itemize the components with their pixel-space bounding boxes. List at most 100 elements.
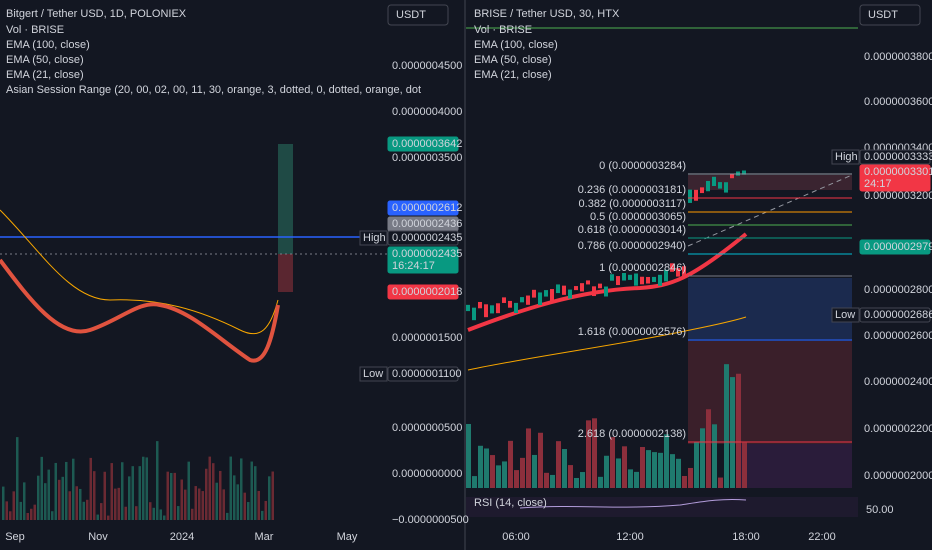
volume-bar <box>226 512 229 520</box>
price-tag <box>859 307 931 323</box>
volume-bar <box>65 461 68 520</box>
currency-button[interactable] <box>859 4 921 26</box>
price-tag-countdown: 16:24:17 <box>392 260 435 272</box>
volume-bar <box>138 466 141 520</box>
volume-bar <box>544 472 549 488</box>
volume-bar <box>58 479 61 520</box>
volume-bar <box>514 470 519 488</box>
price-label: 0.0000003200 <box>864 190 932 202</box>
volume-bar <box>187 461 190 520</box>
candle <box>526 295 530 305</box>
volume-bar <box>562 449 567 488</box>
volume-bar <box>271 471 274 520</box>
price-tag-value: 0.0000003333 <box>864 151 932 163</box>
price-tag <box>859 164 931 192</box>
volume-bar <box>490 455 495 488</box>
currency-button[interactable] <box>387 4 449 26</box>
volume-bar <box>117 487 120 520</box>
volume-bar <box>79 488 82 520</box>
rsi-line <box>519 498 747 509</box>
volume-bar <box>215 482 218 520</box>
candle <box>724 182 728 193</box>
volume-bar <box>177 506 180 520</box>
price-tag-value: 0.0000002612 <box>392 202 462 214</box>
fib-label: 0.5 (0.0000003065) <box>590 211 686 223</box>
candle <box>634 273 638 286</box>
candle <box>550 289 554 303</box>
price-tag <box>387 230 459 246</box>
volume-bar <box>75 486 78 520</box>
price-tag-value: 0.0000002686 <box>864 309 932 321</box>
fib-label: 2.618 (0.0000002138) <box>578 428 686 440</box>
volume-bar <box>93 471 96 520</box>
fib-label: 0.618 (0.0000003014) <box>578 224 686 236</box>
price-tag <box>387 136 459 152</box>
volume-bar <box>598 476 603 488</box>
volume-bar <box>191 508 194 520</box>
volume-bar <box>604 455 609 488</box>
volume-bar <box>658 452 663 488</box>
price-tag-countdown: 24:17 <box>864 178 892 190</box>
candle <box>478 301 482 309</box>
ema-21 <box>0 258 280 363</box>
time-label: 12:00 <box>616 531 644 543</box>
volume-bar <box>616 458 621 488</box>
long-position-loss <box>278 254 293 292</box>
volume-bar <box>478 445 483 488</box>
indicator: EMA (21, close) <box>6 69 84 81</box>
volume-bar <box>694 441 699 488</box>
volume-bar <box>12 491 15 520</box>
volume-bar <box>730 377 735 488</box>
price-tag <box>859 239 931 255</box>
volume-bar <box>254 466 257 520</box>
price-label: 0.0000003600 <box>864 96 932 108</box>
volume-bar <box>508 440 513 488</box>
candle <box>556 284 560 294</box>
volume-bar <box>257 490 260 520</box>
price-label: 0.0000000500 <box>392 422 462 434</box>
volume-bar <box>240 458 243 520</box>
fib-label: 0 (0.0000003284) <box>599 160 686 172</box>
volume-bar <box>568 465 573 488</box>
volume-bar <box>212 463 215 520</box>
price-tag <box>859 149 931 165</box>
candle <box>604 286 608 297</box>
volume-bar <box>68 491 71 520</box>
volume-bar <box>124 506 127 520</box>
price-tag-label <box>359 230 388 246</box>
rsi-level: 50.00 <box>866 504 894 516</box>
volume-bar <box>236 484 239 520</box>
volume-bar <box>466 423 471 488</box>
volume-bar <box>222 489 225 520</box>
price-tag-value: 0.0000002979 <box>864 241 932 253</box>
volume-bar <box>44 483 47 520</box>
candle <box>598 283 602 289</box>
volume-bar <box>532 454 537 488</box>
volume-bar <box>149 502 152 520</box>
candle <box>658 274 662 286</box>
volume-bar <box>472 476 477 488</box>
indicator: EMA (100, close) <box>6 39 90 51</box>
volume-bar <box>640 447 645 488</box>
price-tag <box>387 200 459 216</box>
volume-bar <box>128 476 131 520</box>
candle <box>538 292 542 306</box>
price-tag-label <box>831 149 860 165</box>
indicator: Vol · BRISE <box>6 24 64 36</box>
ema-21 <box>467 232 748 332</box>
volume-bar <box>247 502 250 520</box>
volume-bar <box>520 457 525 488</box>
volume-bar <box>107 515 110 520</box>
candle <box>694 189 698 201</box>
time-label: Sep <box>5 531 25 543</box>
time-label: 18:00 <box>732 531 760 543</box>
volume-bar <box>33 504 36 520</box>
time-label: Mar <box>255 531 274 543</box>
price-tag-value: 0.0000002435 <box>392 248 462 260</box>
volume-bar <box>89 457 92 520</box>
volume-bar <box>26 512 29 520</box>
fib-label: 1 (0.0000002846) <box>599 262 686 274</box>
volume-bar <box>496 465 501 488</box>
volume-bar <box>114 488 117 520</box>
time-label: 2024 <box>170 531 194 543</box>
